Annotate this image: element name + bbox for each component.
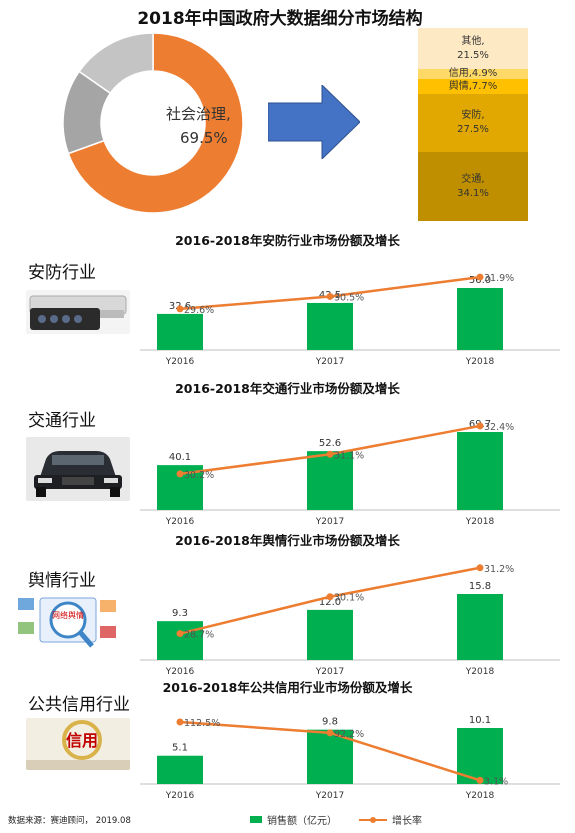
bar-value-label: 9.3 xyxy=(172,608,188,619)
growth-value-label: 92.2% xyxy=(334,729,364,740)
growth-value-label: 30.2% xyxy=(184,470,214,481)
legend-bar-label: 销售额（亿元） xyxy=(267,816,337,827)
bar-value-label: 52.6 xyxy=(319,438,341,449)
legend-bar-swatch xyxy=(250,816,262,823)
bar-value-label: 5.1 xyxy=(172,743,188,754)
growth-value-label: 31.2% xyxy=(484,564,514,575)
traffic-section-label: 交通行业 xyxy=(28,411,96,431)
bar-Y2018 xyxy=(457,432,503,510)
growth-point xyxy=(326,593,334,601)
bar-Y2016 xyxy=(157,313,203,350)
x-tick-label: Y2018 xyxy=(465,357,495,367)
x-tick-label: Y2017 xyxy=(315,357,344,367)
security-section-label: 安防行业 xyxy=(28,263,96,283)
growth-point xyxy=(476,422,484,430)
donut-label-value: 69.5% xyxy=(180,129,228,147)
growth-point xyxy=(476,564,484,572)
stack-segment-credit: 信用, 4.9% xyxy=(418,68,528,79)
x-tick-label: Y2017 xyxy=(315,791,344,801)
credit-bar-line-chart: 5.1 Y2016 9.8 Y2017 10.1 Y2018 112.5% 92.2% 3.1% xyxy=(140,715,560,801)
growth-point xyxy=(326,292,334,300)
legend-line-swatch xyxy=(359,816,387,823)
donut-slice-2 xyxy=(78,32,154,95)
bar-value-label: 9.8 xyxy=(322,717,338,728)
growth-value-label: 29.6% xyxy=(184,305,214,316)
bar-Y2016 xyxy=(157,621,203,660)
growth-point xyxy=(476,776,484,784)
x-tick-label: Y2016 xyxy=(165,517,195,527)
growth-point xyxy=(176,470,184,478)
security-bar-line-chart: 32.6Y201642.5Y201756.0Y201829.6%30.5%31.… xyxy=(140,273,560,367)
opinion-image-tag: 网络舆情 xyxy=(52,610,84,620)
legend-line-label: 增长率 xyxy=(392,816,422,827)
page-title: 2018年中国政府大数据细分市场结构 xyxy=(137,9,423,29)
donut-label-name: 社会治理, xyxy=(166,105,231,123)
bar-value-label: 15.8 xyxy=(469,581,491,592)
x-tick-label: Y2017 xyxy=(315,667,344,677)
x-tick-label: Y2016 xyxy=(165,357,195,367)
growth-point xyxy=(176,305,184,313)
growth-value-label: 32.4% xyxy=(484,422,514,433)
growth-value-label: 3.1% xyxy=(484,776,508,787)
stacked-column: 其他, 21.5% 信用, 4.9% 舆情, 7.7% 安防, 27.5% 交通, 34.… xyxy=(418,28,528,221)
x-tick-label: Y2018 xyxy=(465,791,495,801)
stack-segment-other: 其他, 21.5% xyxy=(418,28,528,69)
stack-segment-security: 安防, 27.5% xyxy=(418,94,528,152)
bar-value-label: 12.0 xyxy=(319,597,341,608)
x-tick-label: Y2018 xyxy=(465,667,495,677)
credit-chart-title: 2016-2018年公共信用行业市场份额及增长 xyxy=(162,680,413,695)
car-image xyxy=(26,437,130,501)
bar-Y2017 xyxy=(307,451,353,510)
donut-slice-0 xyxy=(67,32,244,214)
traffic-bar-line-chart: 40.1Y201652.6Y201769.7Y201830.2%31.1%32.… xyxy=(140,419,560,527)
growth-point xyxy=(326,729,334,737)
growth-value-label: 31.1% xyxy=(334,450,364,461)
credit-image: 信用 xyxy=(26,718,130,770)
traffic-chart-title: 2016-2018年交通行业市场份额及增长 xyxy=(175,381,400,396)
bar-Y2018 xyxy=(457,594,503,660)
arrow-right-icon xyxy=(268,85,360,159)
credit-section-label: 公共信用行业 xyxy=(28,695,130,715)
x-tick-label: Y2017 xyxy=(315,517,344,527)
x-tick-label: Y2016 xyxy=(165,667,195,677)
growth-value-label: 30.5% xyxy=(334,292,364,303)
bar-Y2016 xyxy=(157,755,203,784)
x-tick-label: Y2018 xyxy=(465,517,495,527)
x-tick-label: Y2016 xyxy=(165,791,195,801)
legend: 销售额（亿元） 增长率 xyxy=(250,812,422,827)
security-camera-image xyxy=(26,290,130,334)
growth-point xyxy=(476,273,484,281)
bar-Y2017 xyxy=(307,609,353,660)
bar-Y2018 xyxy=(457,288,503,350)
growth-value-label: 30.1% xyxy=(334,593,364,604)
data-source-note: 数据来源：赛迪顾问， 2019.08 xyxy=(8,816,131,826)
growth-point xyxy=(176,630,184,638)
public-opinion-image: 网络舆情 xyxy=(12,592,122,652)
donut-label: 社会治理, 69.5% xyxy=(166,102,231,150)
donut-chart xyxy=(62,32,244,214)
growth-value-label: 31.9% xyxy=(484,273,514,284)
stack-segment-opinion: 舆情, 7.7% xyxy=(418,79,528,94)
bar-Y2017 xyxy=(307,302,353,350)
bar-value-label: 40.1 xyxy=(169,452,191,463)
growth-value-label: 28.7% xyxy=(184,630,214,641)
opinion-chart-title: 2016-2018年舆情行业市场份额及增长 xyxy=(175,533,400,548)
growth-value-label: 112.5% xyxy=(184,718,220,729)
growth-point xyxy=(326,450,334,458)
stack-segment-traffic: 交通, 34.1% xyxy=(418,152,528,221)
opinion-bar-line-chart: 9.3 Y2016 12.0 Y2017 15.8 Y2018 28.7% 30.1% 31.2… xyxy=(140,564,560,677)
bar-value-label: 10.1 xyxy=(469,715,491,726)
opinion-section-label: 舆情行业 xyxy=(28,571,96,591)
growth-point xyxy=(176,718,184,726)
credit-image-tag: 信用 xyxy=(66,731,98,750)
security-chart-title: 2016-2018年安防行业市场份额及增长 xyxy=(175,233,400,248)
